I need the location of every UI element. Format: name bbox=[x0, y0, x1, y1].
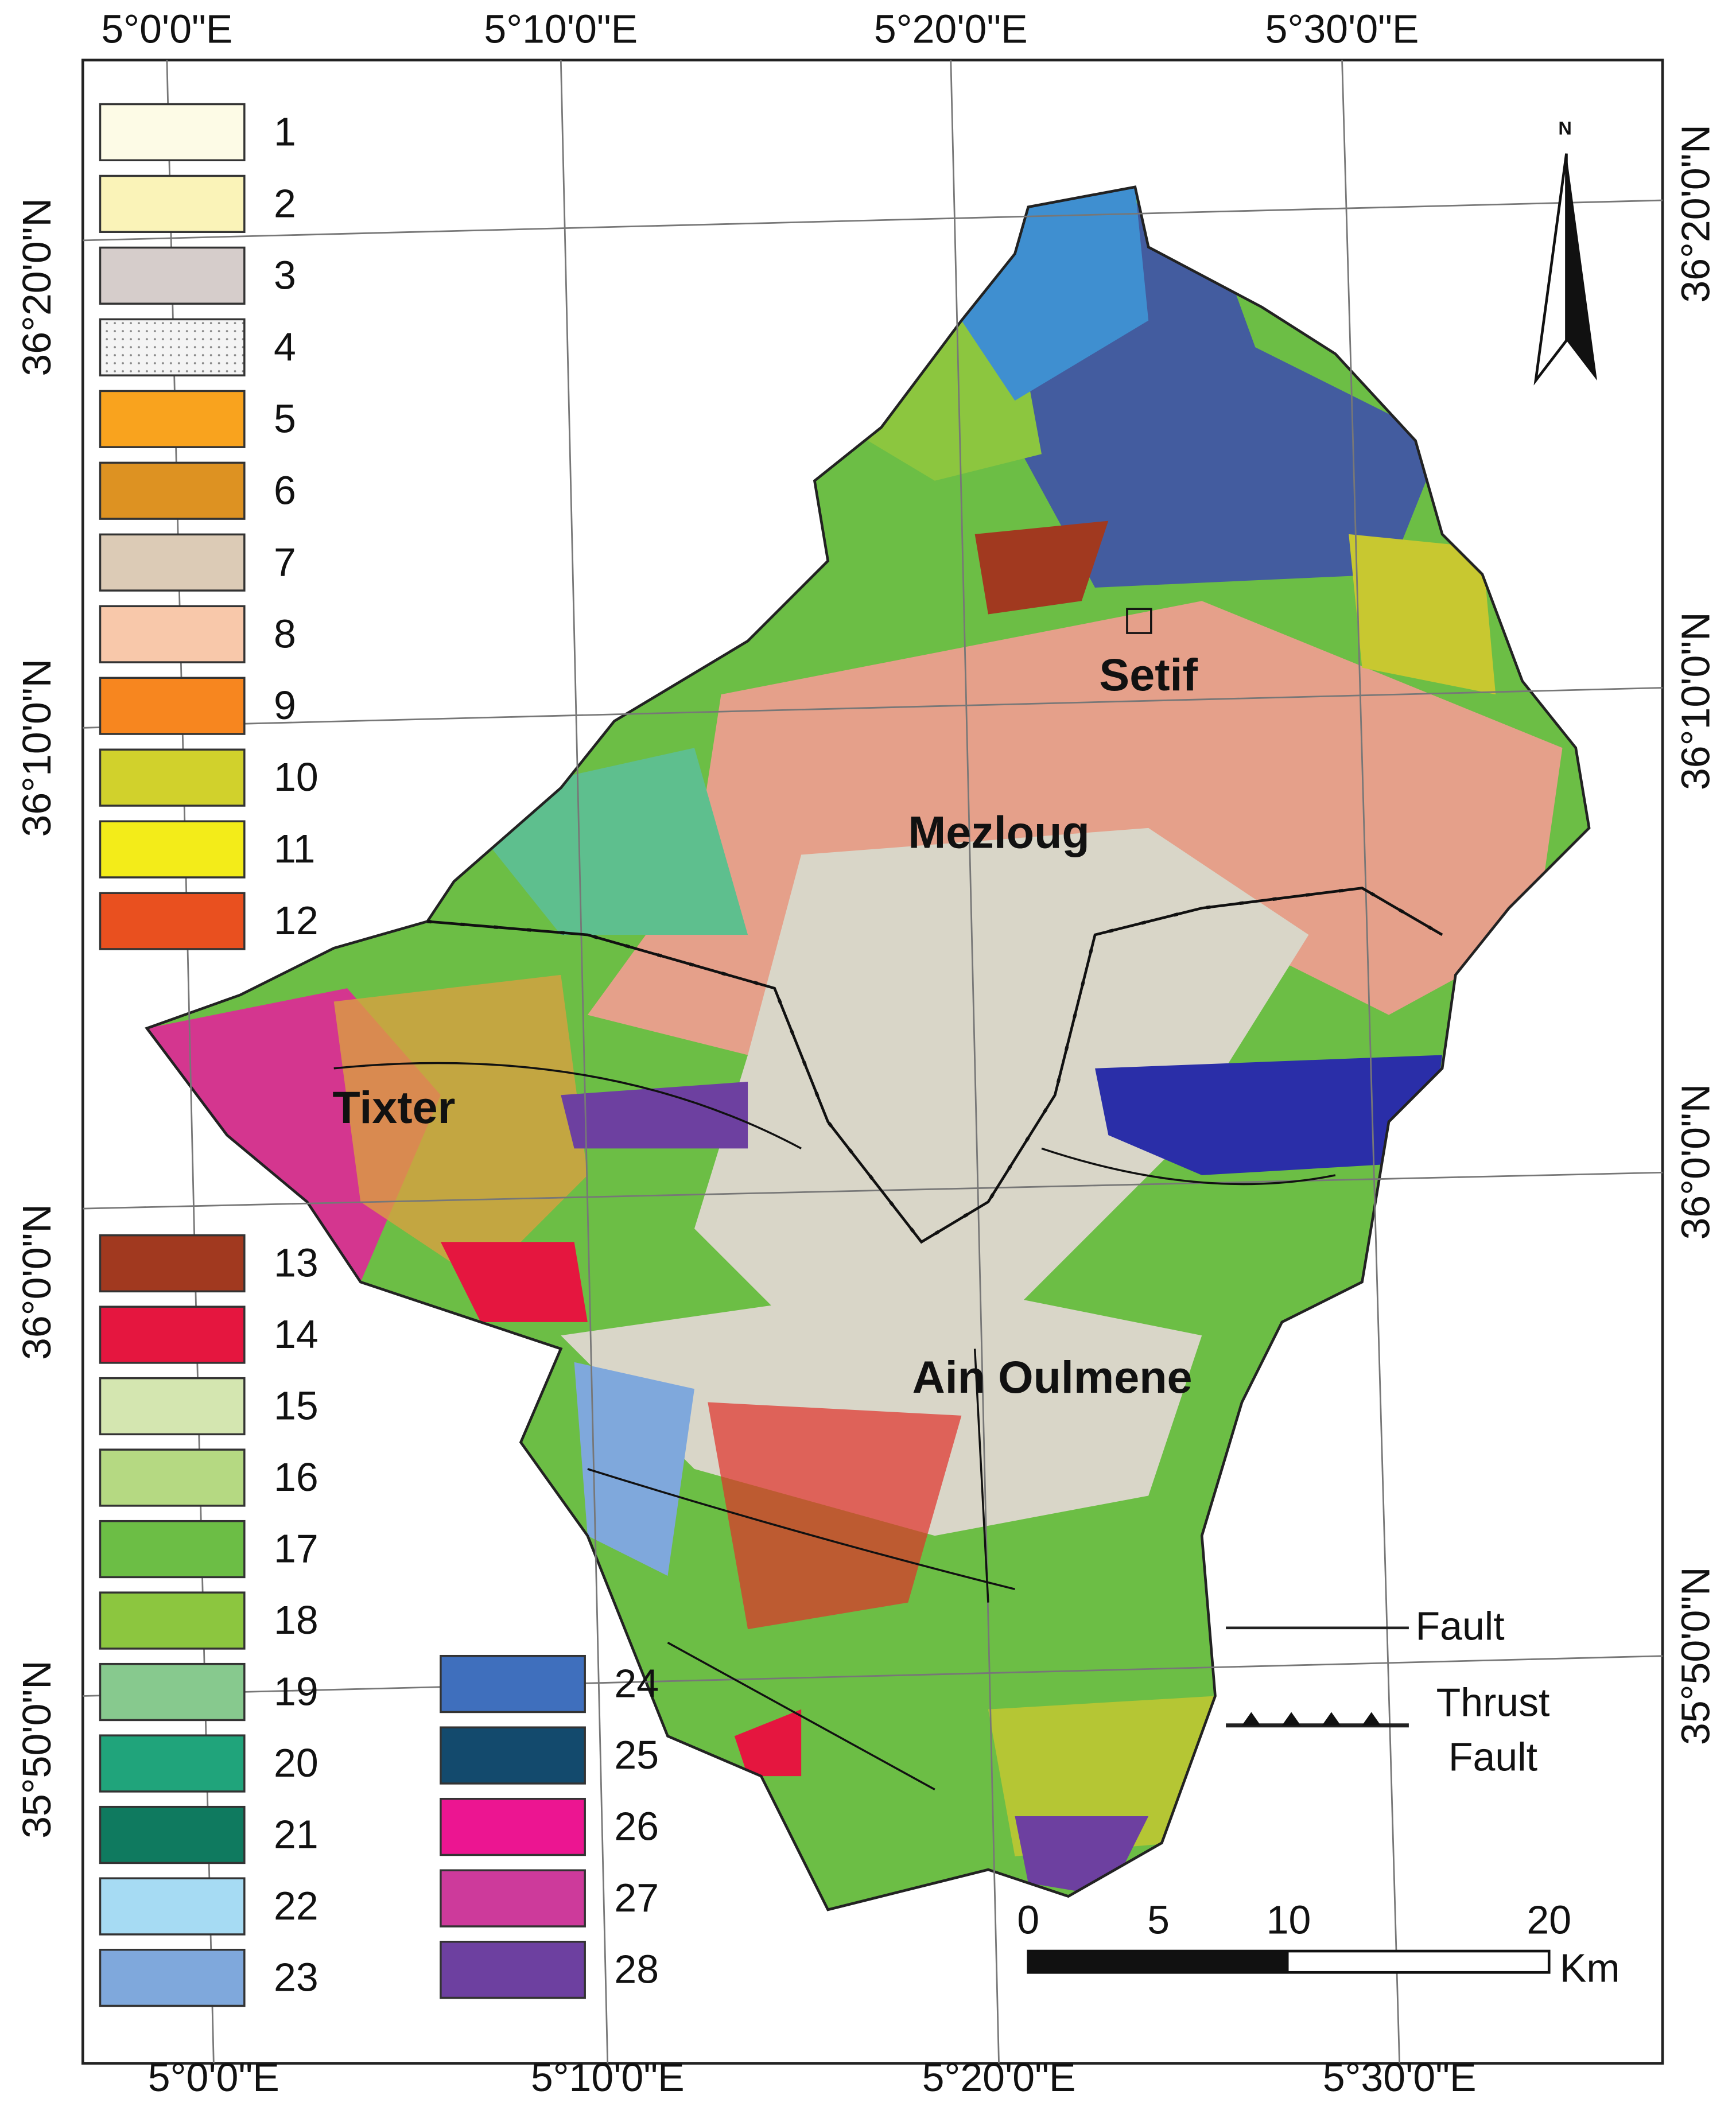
legend-label: 19 bbox=[274, 1669, 319, 1714]
legend-swatch bbox=[99, 677, 246, 735]
legend-label: 14 bbox=[274, 1312, 319, 1357]
longitude-label: 5°30'0"E bbox=[1323, 2055, 1477, 2100]
legend-swatch bbox=[99, 1234, 246, 1293]
legend-label: 1 bbox=[274, 109, 296, 154]
longitude-label: 5°0'0"E bbox=[101, 6, 232, 51]
legend-label: 27 bbox=[614, 1875, 659, 1920]
legend-swatch bbox=[440, 1940, 586, 1999]
legend-swatch bbox=[99, 246, 246, 305]
legend-swatch bbox=[99, 103, 246, 162]
faults bbox=[333, 1062, 1336, 1790]
latitude-label: 36°20'0"N bbox=[1673, 125, 1718, 303]
place-label: Ain Oulmene bbox=[912, 1351, 1193, 1402]
legend-swatch bbox=[99, 1805, 246, 1864]
latitude-label: 35°50'0"N bbox=[1673, 1567, 1718, 1745]
legend-label: 8 bbox=[274, 611, 296, 656]
scale-bar-unit: Km bbox=[1560, 1945, 1620, 1990]
legend-swatch bbox=[99, 533, 246, 592]
legend-label: 11 bbox=[274, 826, 315, 871]
thrust-fault-line bbox=[427, 887, 1443, 1244]
scale-bar-label: 0 bbox=[1017, 1898, 1039, 1942]
legend-swatch bbox=[99, 1662, 246, 1722]
legend-label: 12 bbox=[274, 898, 319, 943]
legend-label: 21 bbox=[274, 1812, 319, 1857]
place-label: Mezloug bbox=[908, 807, 1089, 858]
fault-key-label: Fault bbox=[1416, 1604, 1505, 1649]
legend-swatch bbox=[99, 1306, 246, 1364]
latitude-label: 36°10'0"N bbox=[1673, 612, 1718, 791]
legend-label: 23 bbox=[274, 1955, 319, 2000]
north-arrow: N bbox=[1533, 118, 1597, 386]
latitude-label: 36°0'0"N bbox=[1673, 1084, 1718, 1240]
legend-swatch bbox=[99, 390, 246, 448]
legend-swatch bbox=[99, 1377, 246, 1436]
legend-swatch bbox=[99, 1591, 246, 1650]
legend-swatch bbox=[99, 748, 246, 807]
legend-swatch bbox=[99, 318, 246, 376]
latitude-label: 36°20'0"N bbox=[14, 198, 59, 376]
legend-swatch bbox=[99, 1948, 246, 2007]
scale-bar-label: 20 bbox=[1527, 1898, 1571, 1942]
legend-label: 16 bbox=[274, 1455, 319, 1499]
legend-swatch bbox=[440, 1797, 586, 1856]
legend-swatch bbox=[99, 1448, 246, 1507]
legend-label: 26 bbox=[614, 1804, 659, 1849]
legend-swatch bbox=[440, 1869, 586, 1928]
longitude-label: 5°10'0"E bbox=[484, 6, 638, 51]
legend-label: 20 bbox=[274, 1740, 319, 1785]
city-marker bbox=[1126, 608, 1152, 634]
thrust-key-label: Thrust bbox=[1436, 1680, 1550, 1724]
legend-swatch bbox=[99, 892, 246, 950]
legend-swatch bbox=[99, 461, 246, 520]
longitude-label: 5°20'0"E bbox=[922, 2055, 1076, 2100]
legend-label: 9 bbox=[274, 683, 296, 728]
legend-label: 18 bbox=[274, 1598, 319, 1642]
longitude-label: 5°20'0"E bbox=[874, 6, 1028, 51]
scale-bar-label: 5 bbox=[1147, 1898, 1170, 1942]
legend-swatch bbox=[440, 1654, 586, 1714]
legend-swatch bbox=[99, 1877, 246, 1936]
longitude-label: 5°30'0"E bbox=[1265, 6, 1419, 51]
legend-label: 25 bbox=[614, 1732, 659, 1777]
thrust-key-teeth bbox=[1242, 1712, 1381, 1726]
scale-bar-label: 10 bbox=[1267, 1898, 1311, 1942]
legend-label: 15 bbox=[274, 1384, 319, 1428]
latitude-label: 35°50'0"N bbox=[14, 1660, 59, 1839]
legend-label: 17 bbox=[274, 1526, 319, 1571]
legend-swatch bbox=[99, 1520, 246, 1579]
place-label: Setif bbox=[1099, 649, 1198, 700]
legend-label: 10 bbox=[274, 755, 319, 799]
legend-label: 4 bbox=[274, 324, 296, 369]
place-label: Tixter bbox=[332, 1082, 455, 1133]
legend-swatch bbox=[99, 605, 246, 663]
longitude-label: 5°10'0"E bbox=[531, 2055, 685, 2100]
legend-swatch bbox=[99, 820, 246, 879]
legend-swatch bbox=[99, 174, 246, 233]
legend-label: 3 bbox=[274, 252, 296, 297]
legend-swatch bbox=[99, 1734, 246, 1793]
legend-label: 5 bbox=[274, 396, 296, 441]
legend-swatch bbox=[440, 1726, 586, 1785]
longitude-label: 5°0'0"E bbox=[148, 2055, 279, 2100]
latitude-label: 36°0'0"N bbox=[14, 1204, 59, 1360]
thrust-key-label: Fault bbox=[1448, 1735, 1537, 1779]
north-label: N bbox=[1558, 118, 1572, 138]
legend-label: 6 bbox=[274, 468, 296, 512]
scale-bar-segment bbox=[1028, 1951, 1289, 1973]
legend-label: 13 bbox=[274, 1241, 319, 1285]
legend-label: 22 bbox=[274, 1883, 319, 1928]
legend-label: 28 bbox=[614, 1947, 659, 1992]
legend-label: 2 bbox=[274, 181, 296, 226]
latitude-label: 36°10'0"N bbox=[14, 659, 59, 837]
legend-label: 7 bbox=[274, 539, 296, 584]
legend-label: 24 bbox=[614, 1661, 659, 1706]
